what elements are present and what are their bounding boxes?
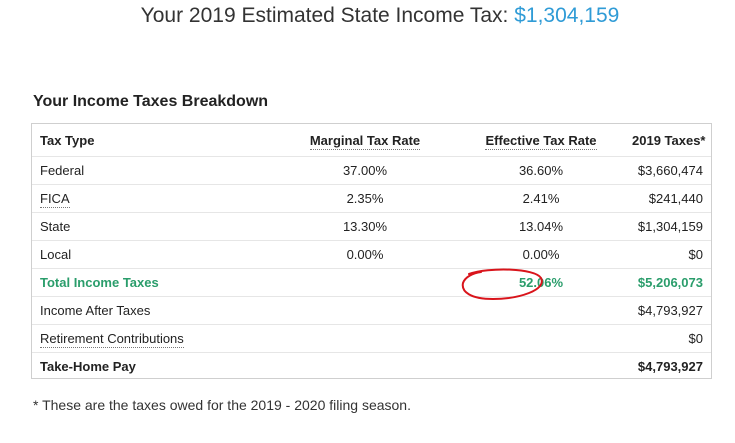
table-row: State 13.30% 13.04% $1,304,159 xyxy=(32,212,711,241)
table-row: Local 0.00% 0.00% $0 xyxy=(32,240,711,269)
tax-amount: $241,440 xyxy=(624,184,711,213)
total-taxes: $5,206,073 xyxy=(624,268,711,297)
breakdown-table: Tax Type Marginal Tax Rate Effective Tax… xyxy=(31,123,712,379)
marginal-rate: 37.00% xyxy=(272,156,458,185)
tax-amount: $0 xyxy=(624,240,711,269)
effective-rate: 13.04% xyxy=(458,212,624,241)
marginal-rate: 0.00% xyxy=(272,240,458,269)
effective-rate: 36.60% xyxy=(458,156,624,185)
table-row: FICA 2.35% 2.41% $241,440 xyxy=(32,184,711,213)
table-row: Federal 37.00% 36.60% $3,660,474 xyxy=(32,156,711,185)
after-taxes-row: Income After Taxes $4,793,927 xyxy=(32,296,711,325)
after-taxes-value: $4,793,927 xyxy=(624,296,711,325)
tax-amount: $1,304,159 xyxy=(624,212,711,241)
effective-rate: 0.00% xyxy=(458,240,624,269)
col-tax-type: Tax Type xyxy=(32,124,272,157)
col-taxes: 2019 Taxes* xyxy=(624,124,711,157)
row-label: State xyxy=(32,212,272,241)
retirement-label[interactable]: Retirement Contributions xyxy=(32,324,272,353)
take-home-label: Take-Home Pay xyxy=(40,359,136,374)
row-label: Federal xyxy=(32,156,272,185)
headline-amount: $1,304,159 xyxy=(514,4,620,27)
total-label: Total Income Taxes xyxy=(32,268,272,297)
retirement-value: $0 xyxy=(624,324,711,353)
row-label: Local xyxy=(32,240,272,269)
total-row: Total Income Taxes 52.06% $5,206,073 xyxy=(32,268,711,297)
col-effective-rate[interactable]: Effective Tax Rate xyxy=(458,124,624,157)
after-taxes-label: Income After Taxes xyxy=(32,296,272,325)
footnote: * These are the taxes owed for the 2019 … xyxy=(33,397,411,413)
total-effective-rate: 52.06% xyxy=(458,268,624,297)
col-marginal-rate[interactable]: Marginal Tax Rate xyxy=(272,124,458,157)
breakdown-title: Your Income Taxes Breakdown xyxy=(33,93,269,110)
retirement-row: Retirement Contributions $0 xyxy=(32,324,711,353)
headline-label: Your 2019 Estimated State Income Tax: xyxy=(140,4,509,27)
total-marginal xyxy=(272,268,458,297)
take-home-value: $4,793,927 xyxy=(637,359,703,374)
marginal-rate: 2.35% xyxy=(272,184,458,213)
table-header-row: Tax Type Marginal Tax Rate Effective Tax… xyxy=(32,124,711,157)
effective-rate: 2.41% xyxy=(458,184,624,213)
estimated-tax-headline: Your 2019 Estimated State Income Tax: $1… xyxy=(0,4,735,28)
marginal-rate: 13.30% xyxy=(272,212,458,241)
tax-amount: $3,660,474 xyxy=(624,156,711,185)
row-label[interactable]: FICA xyxy=(32,184,272,213)
take-home-row: Take-Home Pay $4,793,927 xyxy=(32,353,711,381)
